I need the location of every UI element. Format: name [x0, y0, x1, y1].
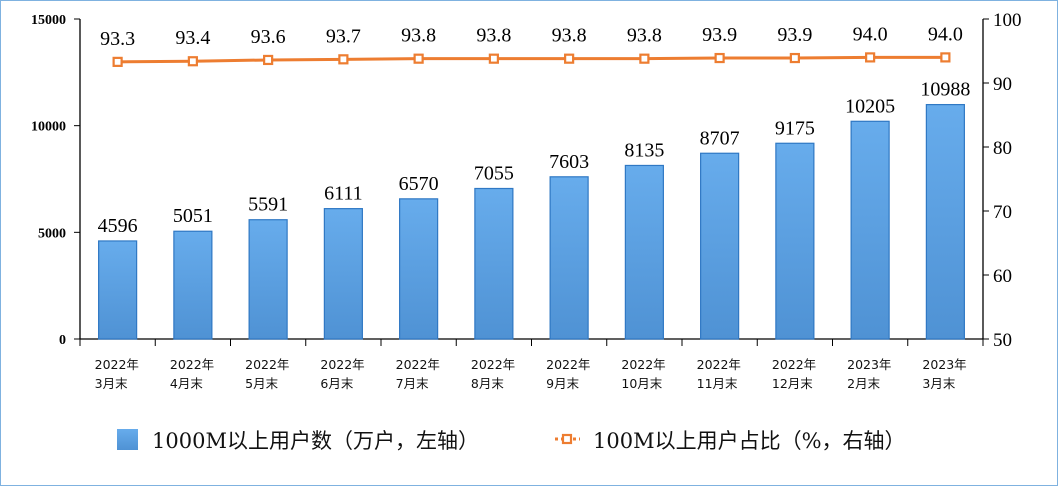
- x-category-label-year: 2022年: [546, 357, 590, 372]
- legend-bar-swatch: [117, 429, 138, 450]
- bar-data-label: 9175: [775, 117, 815, 139]
- line-data-label: 93.9: [777, 24, 812, 46]
- line-marker: [564, 53, 575, 64]
- x-category-label-month: 12月末: [772, 376, 813, 391]
- bar-data-label: 7055: [474, 162, 514, 184]
- bar-data-label: 4596: [98, 215, 138, 237]
- x-category-label-year: 2022年: [772, 357, 816, 372]
- line-marker: [112, 56, 123, 67]
- bar-data-label: 8135: [624, 139, 664, 161]
- line-data-label: 93.8: [476, 25, 511, 47]
- x-category-label-year: 2022年: [170, 357, 214, 372]
- line-data-label: 93.4: [175, 27, 210, 49]
- x-category-label-month: 7月末: [396, 376, 429, 391]
- bar-data-label: 5591: [248, 194, 288, 216]
- x-category-label-month: 6月末: [320, 376, 353, 391]
- x-category-label-year: 2022年: [245, 357, 289, 372]
- bar: [850, 120, 890, 340]
- legend-line-marker: [561, 433, 573, 445]
- x-category-label-year: 2022年: [471, 357, 515, 372]
- x-category-label-month: 9月末: [546, 376, 579, 391]
- x-category-label-month: 11月末: [697, 376, 738, 391]
- x-category-label-year: 2022年: [320, 357, 364, 372]
- right-axis-tick-label: 90: [993, 74, 1012, 95]
- line-marker: [789, 52, 800, 64]
- right-axis-tick-label: 60: [993, 266, 1012, 287]
- line-marker: [714, 52, 725, 64]
- x-category-label-year: 2022年: [621, 357, 665, 372]
- bar-data-label: 6570: [399, 173, 439, 195]
- x-category-label-year: 2023年: [847, 357, 891, 372]
- line-data-label: 93.7: [326, 25, 361, 47]
- line-marker: [338, 54, 349, 65]
- line-data-label: 94.0: [853, 23, 888, 45]
- right-axis-tick-label: 50: [993, 330, 1012, 351]
- line-data-label: 93.8: [627, 25, 662, 47]
- left-axis-tick-label: 0: [59, 333, 66, 348]
- bar-data-label: 5051: [173, 205, 213, 227]
- legend-bar-label: 1000M以上用户数（万户，左轴）: [152, 429, 479, 453]
- line-marker: [865, 52, 876, 63]
- bar: [549, 176, 589, 340]
- bar-data-label: 8707: [700, 127, 740, 149]
- line-data-label: 93.8: [552, 25, 587, 47]
- x-category-label-month: 3月末: [922, 376, 955, 391]
- right-axis-tick-label: 80: [993, 138, 1012, 159]
- x-category-label-year: 2022年: [697, 357, 741, 372]
- left-axis-tick-label: 5000: [38, 226, 66, 241]
- line-data-label: 93.3: [100, 28, 135, 50]
- x-category-label-month: 10月末: [621, 376, 662, 391]
- line-data-label: 93.9: [702, 24, 737, 46]
- bar: [399, 198, 439, 340]
- bar: [925, 103, 965, 340]
- bar: [474, 187, 514, 340]
- line-marker: [413, 53, 424, 64]
- line-marker: [187, 56, 198, 67]
- bar-data-label: 6111: [324, 183, 363, 205]
- bar: [248, 219, 288, 340]
- bar-data-label: 7603: [549, 151, 589, 173]
- bar-data-label: 10988: [920, 79, 970, 101]
- bar: [624, 164, 664, 340]
- right-axis-tick-label: 100: [993, 10, 1022, 31]
- bar: [98, 240, 138, 340]
- line-marker: [940, 52, 951, 63]
- x-category-label-year: 2022年: [95, 357, 139, 372]
- line-series: [117, 55, 946, 64]
- left-axis-tick-label: 10000: [31, 120, 66, 135]
- bar-data-label: 10205: [845, 95, 895, 117]
- bar: [323, 208, 363, 340]
- x-category-label-month: 3月末: [95, 376, 128, 391]
- right-axis-tick-label: 70: [993, 202, 1012, 223]
- x-category-label-month: 2月末: [847, 376, 880, 391]
- bar: [700, 152, 740, 340]
- line-marker: [263, 54, 274, 66]
- x-category-label-year: 2023年: [922, 357, 966, 372]
- left-axis-tick-label: 15000: [31, 13, 66, 28]
- bar: [173, 230, 213, 340]
- x-category-label-month: 4月末: [170, 376, 203, 391]
- line-marker: [639, 53, 650, 64]
- bar: [775, 142, 815, 340]
- x-category-label-month: 8月末: [471, 376, 504, 391]
- legend-line-label: 100M以上用户占比（%，右轴）: [593, 429, 906, 453]
- line-marker: [488, 53, 499, 64]
- line-data-label: 93.8: [401, 25, 436, 47]
- line-data-label: 94.0: [928, 23, 963, 45]
- x-category-label-year: 2022年: [396, 357, 440, 372]
- line-data-label: 93.6: [251, 26, 286, 48]
- x-category-label-month: 5月末: [245, 376, 278, 391]
